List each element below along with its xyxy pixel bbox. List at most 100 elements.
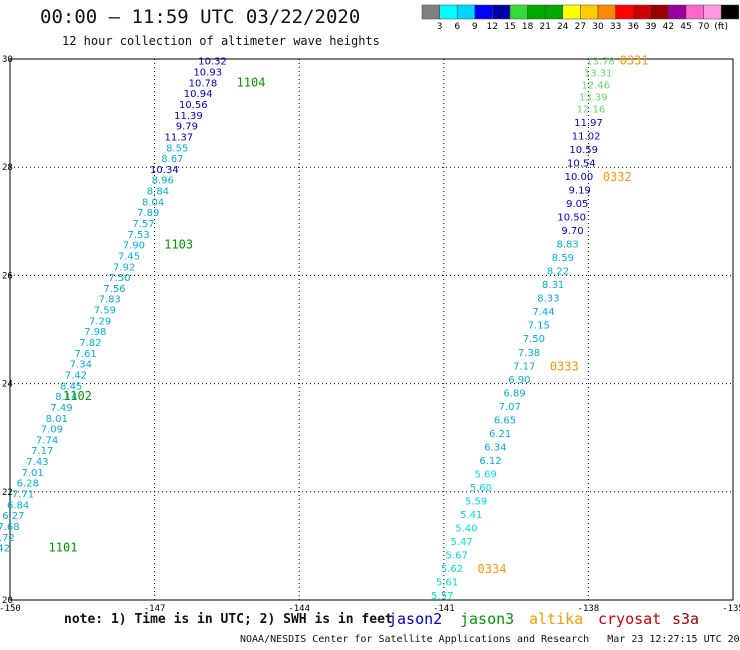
- scale-swatch: [650, 4, 669, 20]
- scale-swatch: [509, 4, 528, 20]
- wave-height-label: 13.78: [586, 57, 615, 68]
- x-tick-label: -135: [722, 604, 740, 614]
- y-tick-label: 22: [2, 488, 13, 498]
- wave-height-label: 6.65: [494, 415, 516, 426]
- scale-swatch: [527, 4, 546, 20]
- scale-label: 15: [504, 22, 515, 32]
- wave-height-label: 6.21: [489, 429, 511, 440]
- scale-label: 6: [454, 22, 460, 32]
- time-label: 1104: [237, 75, 266, 89]
- wave-height-label: 7.57: [132, 219, 154, 230]
- wave-height-label: 7.17: [513, 361, 535, 372]
- wave-height-label: 7.68: [0, 522, 20, 533]
- wave-height-label: 7.01: [21, 468, 43, 479]
- wave-height-label: 10.50: [557, 213, 586, 224]
- footer-note: note: 1) Time is in UTC; 2) SWH is in fe…: [64, 612, 393, 627]
- scale-swatch: [685, 4, 704, 20]
- wave-height-label: 5.47: [450, 537, 472, 548]
- scale-label: 21: [539, 22, 550, 32]
- scale-swatch: [456, 4, 476, 20]
- wave-height-label: 8.83: [556, 240, 578, 251]
- scale-swatch: [615, 4, 634, 20]
- wave-height-label: 6.28: [17, 479, 39, 490]
- wave-height-label: 8.31: [542, 280, 564, 291]
- wave-height-label: 5.41: [460, 510, 482, 521]
- wave-height-label: 8.84: [147, 187, 169, 198]
- scale-label: 18: [522, 22, 534, 32]
- scale-label: 39: [645, 22, 657, 32]
- wave-height-label: 7.59: [94, 306, 116, 317]
- scale-label: 70: [698, 22, 710, 32]
- scale-swatch: [474, 4, 493, 20]
- wave-height-label: 5.59: [465, 497, 487, 508]
- wave-height-label: 5.62: [441, 564, 463, 575]
- wave-height-label: 7.83: [99, 295, 121, 306]
- wave-height-label: 7.92: [113, 262, 135, 273]
- wave-height-label: 9.05: [566, 199, 588, 210]
- scale-swatch: [562, 4, 581, 20]
- scale-swatch: [439, 4, 458, 20]
- scale-swatch: [703, 4, 722, 20]
- wave-height-label: 7.15: [528, 321, 550, 332]
- wave-height-label: 7.89: [137, 208, 159, 219]
- wave-height-label: 7.42: [0, 544, 10, 555]
- scale-swatch: [544, 4, 564, 20]
- wave-height-label: 5.67: [446, 551, 468, 562]
- wave-height-label: 6.89: [503, 388, 525, 399]
- wave-height-label: 8.55: [166, 143, 188, 154]
- wave-height-label: 10.54: [567, 158, 596, 169]
- wave-height-label: 10.00: [565, 172, 594, 183]
- scale-label: 45: [680, 22, 691, 32]
- x-tick-label: -147: [144, 604, 166, 614]
- wave-height-label: 9.79: [176, 122, 198, 133]
- scale-label: 12: [487, 22, 498, 32]
- scale-swatch: [580, 4, 599, 20]
- x-tick-label: -144: [288, 604, 310, 614]
- footer-credit: NOAA/NESDIS Center for Satellite Applica…: [240, 634, 740, 645]
- scale-label: 36: [627, 22, 639, 32]
- wave-height-label: 10.93: [193, 68, 222, 79]
- wave-height-label: 5.61: [436, 578, 458, 589]
- time-label: 1101: [49, 541, 78, 555]
- wave-height-label: 11.02: [572, 131, 601, 142]
- wave-height-label: 6.84: [7, 500, 29, 511]
- y-tick-label: 26: [2, 271, 13, 281]
- wave-height-label: 7.17: [31, 446, 53, 457]
- wave-height-label: 6.12: [479, 456, 501, 467]
- wave-height-label: 7.07: [499, 402, 521, 413]
- x-tick-label: -138: [578, 604, 600, 614]
- wave-height-label: 9.19: [569, 185, 591, 196]
- y-tick-label: 28: [2, 163, 13, 173]
- scale-swatch: [421, 4, 440, 20]
- wave-height-label: 8.01: [46, 414, 68, 425]
- wave-height-label: 10.94: [184, 89, 213, 100]
- scale-swatch: [632, 4, 652, 20]
- wave-height-label: 7.56: [103, 284, 125, 295]
- wave-height-label: 7.43: [26, 457, 48, 468]
- scale-swatch: [720, 4, 740, 20]
- wave-height-label: 10.34: [150, 165, 179, 176]
- wave-height-label: 12.46: [581, 81, 610, 92]
- wave-height-label: 7.98: [84, 327, 106, 338]
- x-tick-label: -141: [433, 604, 455, 614]
- wave-height-label: 8.96: [152, 176, 174, 187]
- wave-height-label: 7.50: [108, 273, 130, 284]
- wave-height-label: 7.49: [50, 403, 72, 414]
- wave-height-label: 5.57: [431, 591, 453, 602]
- chart-subtitle: 12 hour collection of altimeter wave hei…: [62, 34, 380, 48]
- scale-swatch: [597, 4, 616, 20]
- wave-height-label: 7.61: [74, 349, 96, 360]
- wave-height-label: 5.40: [455, 524, 477, 535]
- time-label: 0334: [478, 562, 507, 576]
- wave-height-label: 5.69: [475, 469, 497, 480]
- x-tick-label: -150: [0, 604, 21, 614]
- time-label: 0331: [620, 54, 649, 68]
- wave-height-label: 7.82: [79, 338, 101, 349]
- legend-altika: altika: [529, 610, 584, 628]
- wave-height-label: 7.72: [0, 533, 15, 544]
- wave-height-label: 8.67: [161, 154, 183, 165]
- wave-height-label: 8.22: [547, 267, 569, 278]
- wave-height-label: 5.60: [470, 483, 492, 494]
- wave-height-label: 10.56: [179, 100, 208, 111]
